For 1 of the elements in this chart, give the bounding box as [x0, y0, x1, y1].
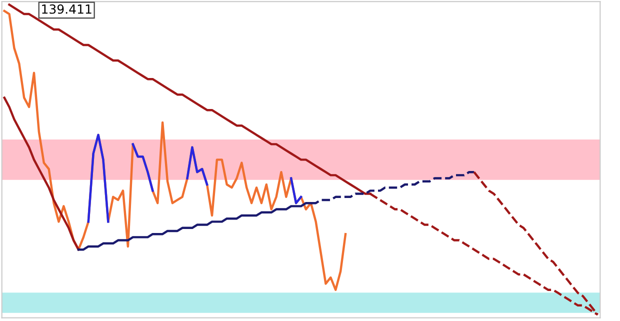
annotation: 139.411: [42, 4, 92, 14]
